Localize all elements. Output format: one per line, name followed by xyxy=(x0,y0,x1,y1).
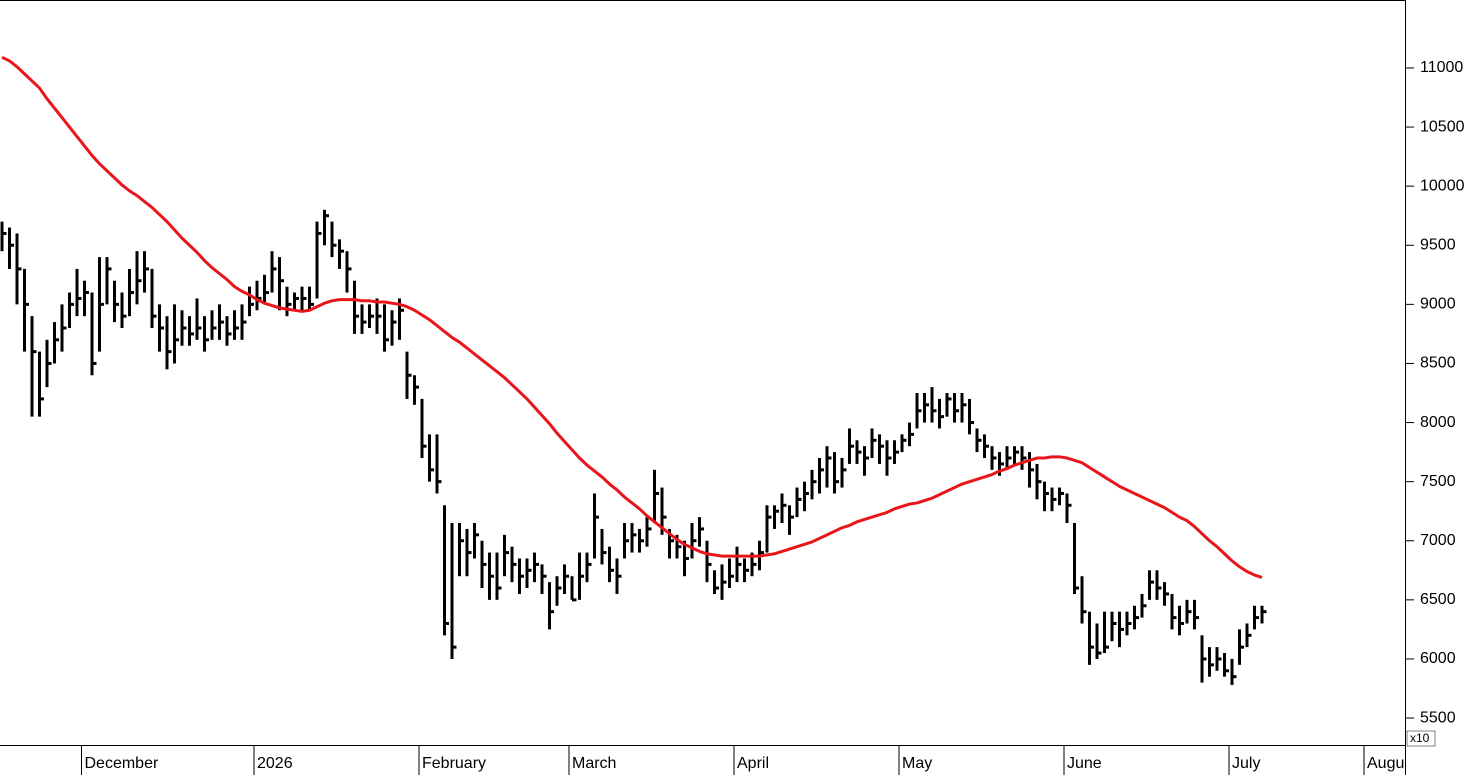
x-tick-label: August xyxy=(1367,755,1417,772)
y-axis-multiplier: x10 xyxy=(1410,731,1430,745)
y-tick-label: 10000 xyxy=(1420,177,1465,194)
y-tick-label: 7500 xyxy=(1420,473,1456,490)
x-tick-label: May xyxy=(902,755,932,772)
moving-average-line xyxy=(1,55,1263,579)
x-tick-label: April xyxy=(737,755,769,772)
y-tick-label: 6000 xyxy=(1420,650,1456,667)
y-tick-label: 10500 xyxy=(1420,118,1465,135)
y-tick-label: 6500 xyxy=(1420,591,1456,608)
x-tick-label: June xyxy=(1067,755,1102,772)
x-tick-label: July xyxy=(1232,755,1260,772)
y-tick-label: 9500 xyxy=(1420,236,1456,253)
x-tick-label: 2026 xyxy=(257,755,293,772)
y-tick-label: 8500 xyxy=(1420,355,1456,372)
x-tick-label: December xyxy=(85,755,159,772)
y-tick-label: 11000 xyxy=(1420,59,1463,76)
y-tick-label: 9000 xyxy=(1420,296,1456,313)
y-tick-label: 8000 xyxy=(1420,414,1456,431)
y-tick-label: 7000 xyxy=(1420,532,1456,549)
multiplier-box xyxy=(1406,730,1436,747)
plot-area: December 2026 February March April May June Jul… xyxy=(0,55,1417,775)
x-tick-label: February xyxy=(422,755,486,772)
y-tick-label: 5500 xyxy=(1420,709,1456,726)
x-tick-label: March xyxy=(572,755,616,772)
